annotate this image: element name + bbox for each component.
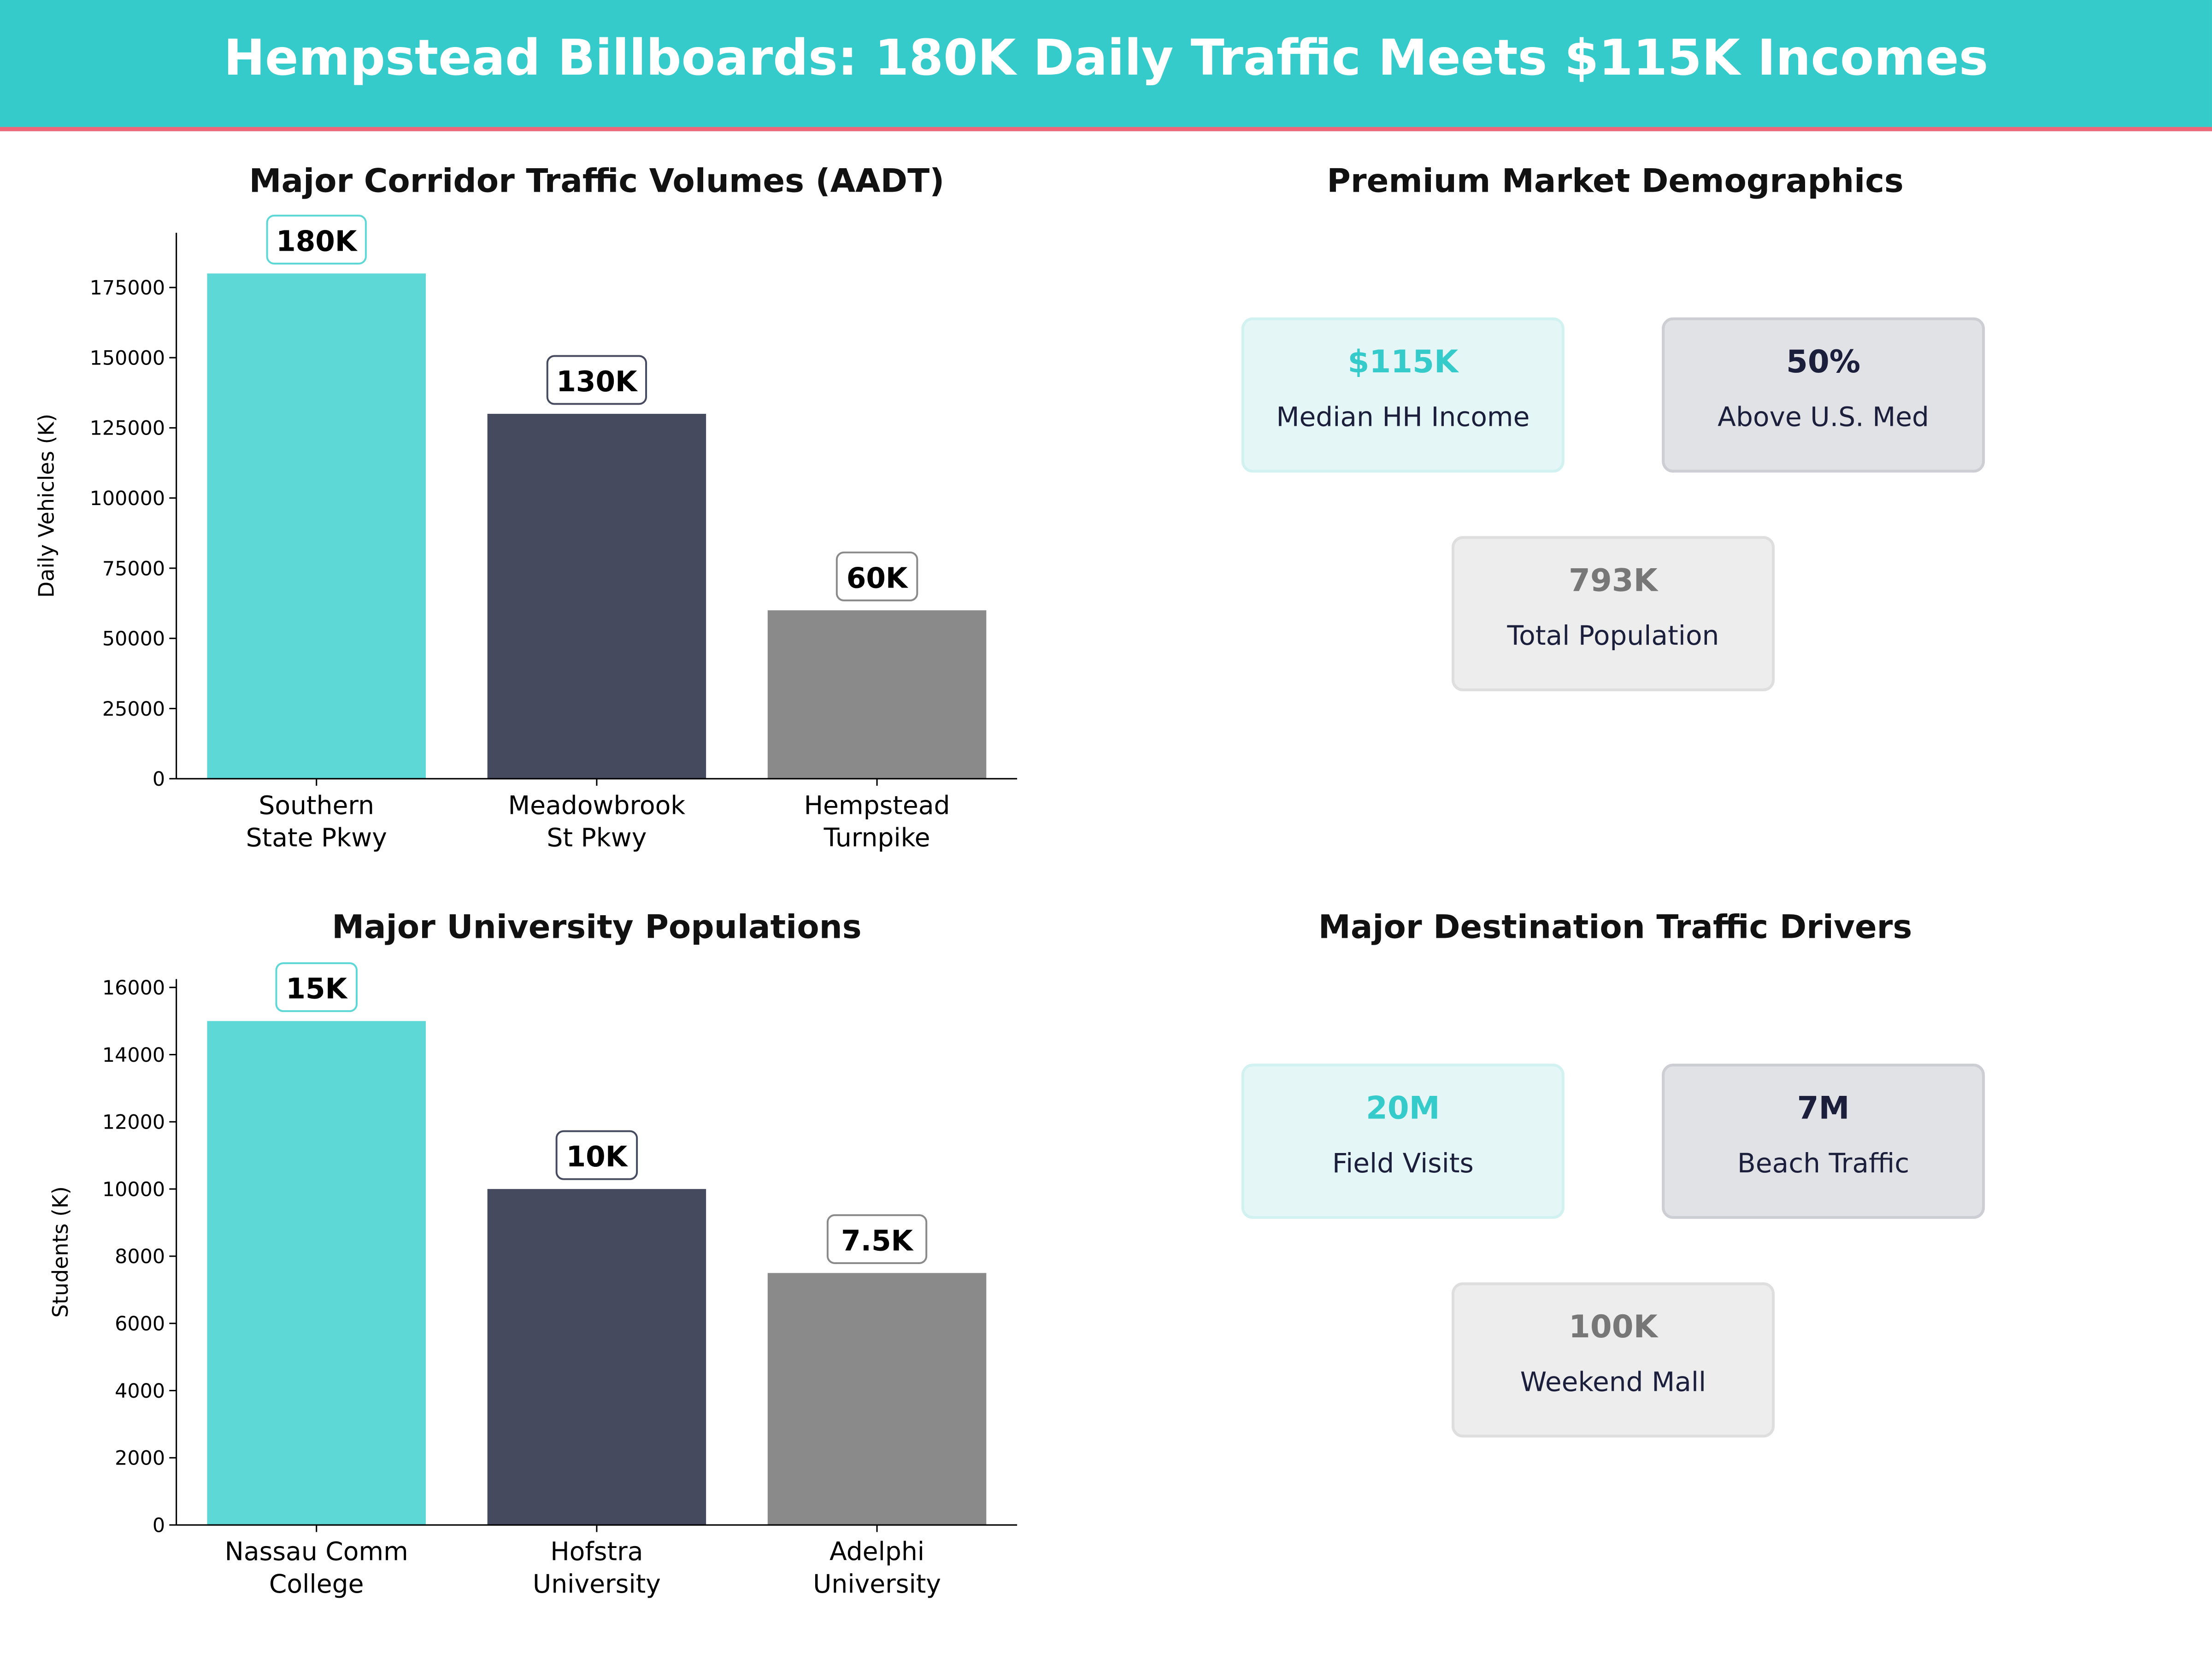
demographics-title: Premium Market Demographics	[1327, 164, 1904, 200]
y-tick-label: 4000	[115, 1380, 165, 1403]
kpi-card-above-median: 50% Above U.S. Med	[1662, 317, 1985, 473]
x-tick-label: University	[813, 1569, 941, 1599]
bar	[767, 610, 987, 779]
kpi-label: Field Visits	[1332, 1148, 1474, 1180]
x-tick-label: College	[269, 1569, 364, 1599]
kpi-value: $115K	[1347, 345, 1459, 381]
chart-title-traffic: Major Corridor Traffic Volumes (AADT)	[249, 164, 945, 200]
kpi-card-weekend-mall: 100K Weekend Mall	[1451, 1282, 1775, 1438]
kpi-value: 50%	[1786, 345, 1861, 381]
kpi-card-field-visits: 20M Field Visits	[1241, 1064, 1565, 1219]
data-label-box	[835, 551, 918, 601]
kpi-value: 20M	[1365, 1092, 1440, 1127]
bar	[487, 1189, 706, 1525]
kpi-value: 793K	[1569, 564, 1658, 600]
y-tick-label: 100000	[90, 487, 165, 510]
header-banner: Hempstead Billboards: 180K Daily Traffic…	[0, 0, 2212, 131]
y-tick-label: 8000	[115, 1245, 165, 1268]
data-label: 15K	[286, 973, 348, 1006]
x-tick-label: Southern	[259, 790, 374, 820]
kpi-value: 100K	[1569, 1310, 1658, 1346]
data-label: 7.5K	[841, 1224, 914, 1257]
kpi-label: Weekend Mall	[1520, 1367, 1706, 1398]
data-label: 10K	[566, 1141, 629, 1173]
x-tick-label: Hofstra	[550, 1537, 643, 1566]
y-tick-label: 0	[153, 1514, 165, 1537]
x-tick-label: Turnpike	[824, 823, 930, 853]
x-tick-label: State Pkwy	[246, 823, 387, 853]
kpi-value: 7M	[1797, 1092, 1850, 1127]
kpi-label: Median HH Income	[1276, 402, 1530, 433]
x-tick-label: St Pkwy	[547, 823, 647, 853]
data-label-box	[555, 1130, 638, 1180]
y-tick-label: 150000	[90, 347, 165, 370]
y-tick-label: 16000	[102, 977, 165, 1000]
data-label: 180K	[276, 225, 358, 258]
data-label-box	[275, 962, 358, 1012]
chart-title-universities: Major University Populations	[332, 910, 862, 947]
y-axis-label: Students (K)	[48, 1186, 73, 1318]
y-axis-label: Daily Vehicles (K)	[34, 414, 59, 598]
bar	[207, 273, 426, 779]
data-label: 60K	[847, 562, 909, 594]
x-tick-label: University	[533, 1569, 661, 1599]
university-bar-chart: 0 2000 4000 6000 8000 10000 12000 14000 16000 Stu…	[48, 962, 1018, 1599]
y-tick-label: 6000	[115, 1312, 165, 1335]
y-tick-label: 75000	[102, 557, 165, 580]
data-label-box	[546, 355, 647, 405]
data-label-box	[266, 214, 367, 265]
kpi-label: Beach Traffic	[1737, 1148, 1910, 1180]
kpi-label: Above U.S. Med	[1718, 402, 1929, 433]
data-label: 130K	[556, 365, 638, 398]
bar	[767, 1273, 987, 1525]
y-tick-label: 14000	[102, 1044, 165, 1067]
kpi-card-median-income: $115K Median HH Income	[1241, 317, 1565, 473]
destinations-title: Major Destination Traffic Drivers	[1318, 910, 1912, 947]
bar	[207, 1021, 426, 1525]
y-tick-label: 0	[153, 768, 165, 791]
kpi-card-beach-traffic: 7M Beach Traffic	[1662, 1064, 1985, 1219]
y-tick-label: 50000	[102, 628, 165, 651]
y-tick-label: 2000	[115, 1447, 165, 1470]
x-tick-label: Nassau Comm	[225, 1537, 408, 1566]
y-tick-label: 10000	[102, 1178, 165, 1201]
traffic-bar-chart: 0 25000 50000 75000 100000 125000 150000 175000…	[34, 214, 1018, 853]
page-title: Hempstead Billboards: 180K Daily Traffic…	[224, 31, 1988, 88]
x-tick-label: Meadowbrook	[508, 790, 686, 820]
y-tick-label: 175000	[90, 276, 165, 300]
y-tick-label: 12000	[102, 1111, 165, 1134]
kpi-card-population: 793K Total Population	[1451, 536, 1775, 691]
kpi-label: Total Population	[1507, 620, 1719, 652]
x-tick-label: Adelphi	[830, 1537, 924, 1566]
y-tick-label: 25000	[102, 698, 165, 721]
data-label-box	[826, 1214, 928, 1264]
y-tick-label: 125000	[90, 417, 165, 440]
bar	[487, 413, 706, 779]
x-tick-label: Hempstead	[804, 790, 950, 820]
